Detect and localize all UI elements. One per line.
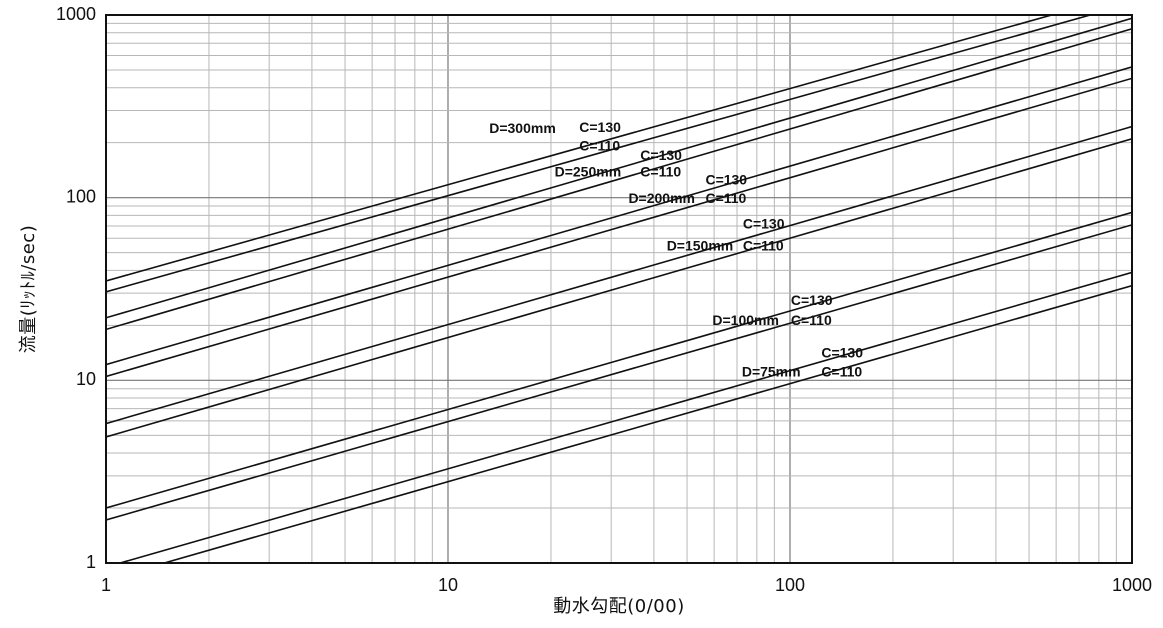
line-label-18: C=110	[821, 363, 862, 379]
line-label-16: C=130	[821, 344, 863, 360]
x-tick-label: 100	[775, 575, 805, 595]
tick-labels: 1 10 100 1000 1 10 100 1000	[56, 4, 1152, 595]
series-line-10	[106, 224, 1132, 521]
y-tick-label: 1	[86, 552, 96, 572]
series-line-5	[106, 66, 1132, 366]
plot-area	[106, 15, 1132, 563]
plot-border	[105, 14, 1133, 564]
series-line-9	[106, 211, 1132, 509]
line-label-12: C=110	[743, 237, 784, 253]
line-label-6: C=110	[640, 163, 681, 179]
line-label-9: C=110	[705, 190, 746, 206]
series-line-12	[161, 284, 1132, 563]
line-label-10: C=130	[743, 216, 785, 232]
series-line-8	[106, 138, 1132, 438]
series-line-1	[106, 15, 1055, 282]
line-label-5: D=250mm	[555, 163, 622, 179]
series-line-6	[106, 77, 1132, 378]
line-label-7: C=130	[705, 171, 747, 187]
line-label-17: D=75mm	[742, 363, 801, 379]
line-label-3: C=110	[579, 137, 620, 153]
x-tick-label: 1000	[1112, 575, 1152, 595]
series-line-7	[106, 125, 1132, 425]
line-label-13: C=130	[791, 292, 833, 308]
line-label-2: C=130	[579, 119, 621, 135]
line-label-4: C=130	[640, 147, 682, 163]
series-line-2	[106, 15, 1094, 293]
line-label-11: D=150mm	[667, 237, 734, 253]
y-tick-label: 10	[76, 369, 96, 389]
series-line-11	[117, 271, 1132, 563]
y-tick-label: 100	[66, 186, 96, 206]
line-label-14: D=100mm	[712, 312, 779, 328]
x-axis-title: 動水勾配(0/00)	[553, 596, 684, 617]
x-tick-label: 10	[438, 575, 458, 595]
series-line-4	[106, 28, 1132, 331]
series-lines	[106, 15, 1132, 563]
x-tick-label: 1	[101, 575, 111, 595]
line-label-1: D=300mm	[489, 120, 556, 136]
line-label-8: D=200mm	[628, 190, 695, 206]
gridlines	[106, 15, 1132, 563]
y-axis-title: 流量(ﾘｯﾄﾙ/sec)	[18, 225, 39, 353]
series-line-3	[106, 17, 1132, 319]
y-tick-label: 1000	[56, 4, 96, 24]
line-label-15: C=110	[791, 312, 832, 328]
